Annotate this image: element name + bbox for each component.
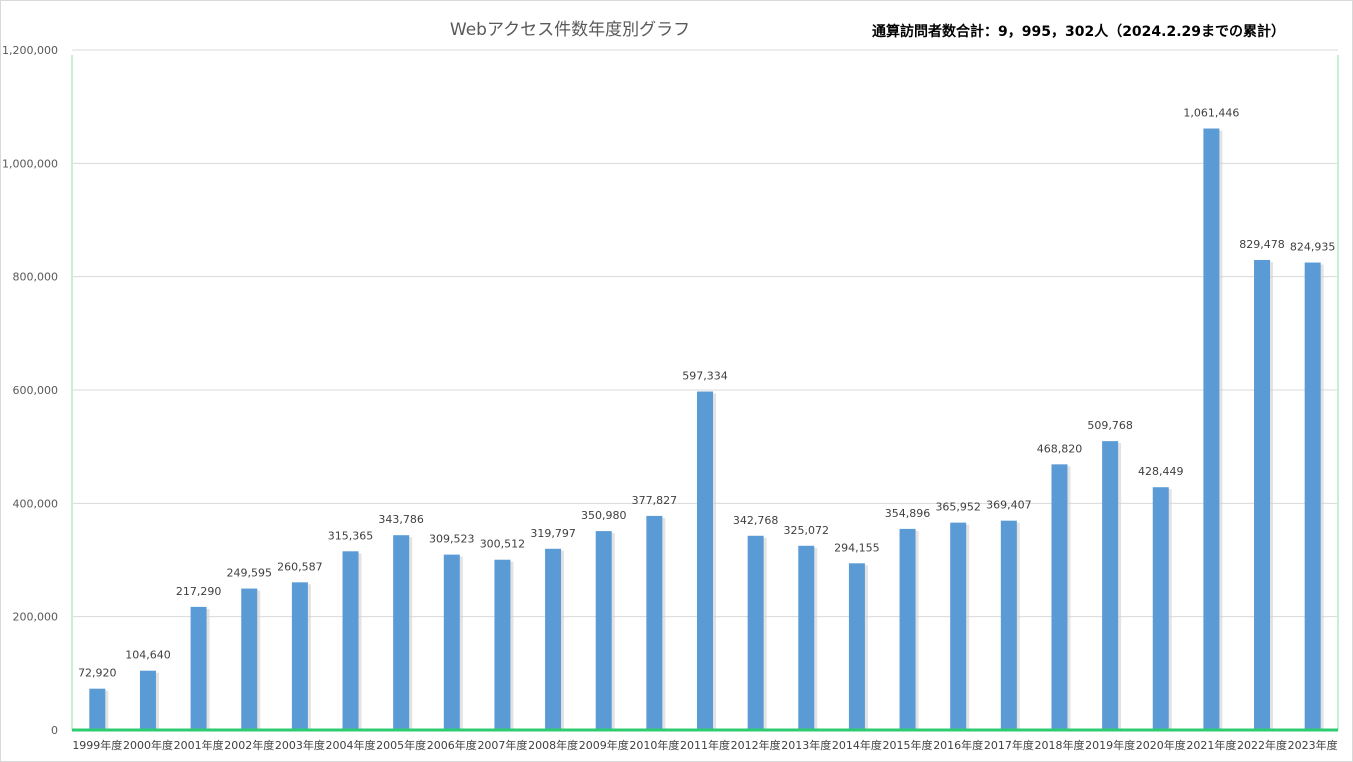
data-label: 354,896 — [885, 507, 931, 520]
data-label: 72,920 — [78, 667, 117, 680]
total-visitors-note: 通算訪問者数合計：9，995，302人（2024.2.29までの累計） — [872, 24, 1286, 40]
x-tick-label: 2004年度 — [326, 738, 376, 752]
data-label: 1,061,446 — [1183, 107, 1239, 120]
data-label: 824,935 — [1290, 241, 1336, 254]
data-label: 597,334 — [682, 370, 728, 383]
x-tick-label: 2002年度 — [224, 738, 274, 752]
x-tick-label: 2000年度 — [123, 738, 173, 752]
bar — [241, 588, 258, 730]
data-label: 319,797 — [530, 527, 576, 540]
x-tick-label: 2003年度 — [275, 738, 325, 752]
y-tick-label: 600,000 — [13, 384, 59, 397]
data-label: 342,768 — [733, 514, 779, 527]
data-label: 369,407 — [986, 499, 1032, 512]
bar — [443, 554, 460, 730]
x-tick-label: 2011年度 — [680, 738, 730, 752]
data-label: 104,640 — [125, 649, 171, 662]
x-tick-label: 2007年度 — [477, 738, 527, 752]
data-label: 300,512 — [480, 538, 526, 551]
data-label: 260,587 — [277, 560, 323, 573]
data-label: 365,952 — [935, 501, 981, 514]
bar — [1051, 464, 1068, 730]
x-tick-label: 2012年度 — [731, 738, 781, 752]
x-tick-label: 2018年度 — [1034, 738, 1084, 752]
data-label: 294,155 — [834, 541, 880, 554]
bar — [291, 582, 308, 730]
x-tick-label: 2006年度 — [427, 738, 477, 752]
bar — [646, 515, 663, 730]
bar — [190, 606, 207, 730]
bar — [950, 522, 967, 730]
bar — [1152, 487, 1169, 730]
x-tick-label: 2017年度 — [984, 738, 1034, 752]
y-tick-label: 0 — [51, 724, 58, 737]
bar — [1000, 520, 1017, 730]
bar — [747, 535, 764, 730]
x-tick-label: 2020年度 — [1136, 738, 1186, 752]
bar — [494, 559, 511, 730]
x-tick-label: 2013年度 — [781, 738, 831, 752]
bar — [342, 551, 359, 730]
x-tick-label: 2014年度 — [832, 738, 882, 752]
x-tick-label: 2010年度 — [629, 738, 679, 752]
y-tick-label: 800,000 — [13, 271, 59, 284]
data-label: 377,827 — [632, 494, 678, 507]
x-tick-label: 1999年度 — [72, 738, 122, 752]
x-tick-label: 2022年度 — [1237, 738, 1287, 752]
y-tick-label: 1,200,000 — [2, 44, 58, 57]
bar — [545, 548, 562, 730]
bar — [139, 670, 156, 730]
data-label: 217,290 — [176, 585, 222, 598]
x-tick-label: 2016年度 — [933, 738, 983, 752]
data-label: 509,768 — [1087, 419, 1133, 432]
x-tick-label: 2008年度 — [528, 738, 578, 752]
y-tick-label: 400,000 — [13, 497, 59, 510]
data-label: 249,595 — [226, 567, 272, 580]
bar — [798, 545, 815, 730]
x-tick-label: 2009年度 — [579, 738, 629, 752]
chart-title: Webアクセス件数年度別グラフ — [449, 20, 691, 40]
data-label: 829,478 — [1239, 238, 1285, 251]
bar — [1304, 262, 1321, 730]
bar — [899, 528, 916, 730]
data-label: 428,449 — [1138, 465, 1184, 478]
data-label: 350,980 — [581, 509, 627, 522]
bar — [697, 391, 713, 730]
x-tick-label: 2021年度 — [1186, 738, 1236, 752]
data-label: 309,523 — [429, 533, 475, 546]
x-tick-label: 2001年度 — [174, 738, 224, 752]
bar — [393, 535, 410, 730]
bar — [1102, 441, 1119, 730]
y-tick-label: 1,000,000 — [2, 157, 58, 170]
data-label: 315,365 — [328, 529, 374, 542]
bar — [1203, 128, 1220, 731]
data-label: 325,072 — [784, 524, 830, 537]
x-tick-label: 2015年度 — [883, 738, 933, 752]
bar — [1254, 259, 1271, 730]
x-tick-label: 2005年度 — [376, 738, 426, 752]
bar — [595, 531, 612, 730]
data-label: 343,786 — [378, 513, 424, 526]
data-label: 468,820 — [1037, 442, 1083, 455]
y-tick-label: 200,000 — [13, 611, 59, 624]
x-tick-label: 2023年度 — [1288, 738, 1338, 752]
bar — [848, 563, 865, 730]
bar — [89, 688, 106, 730]
x-tick-label: 2019年度 — [1085, 738, 1135, 752]
